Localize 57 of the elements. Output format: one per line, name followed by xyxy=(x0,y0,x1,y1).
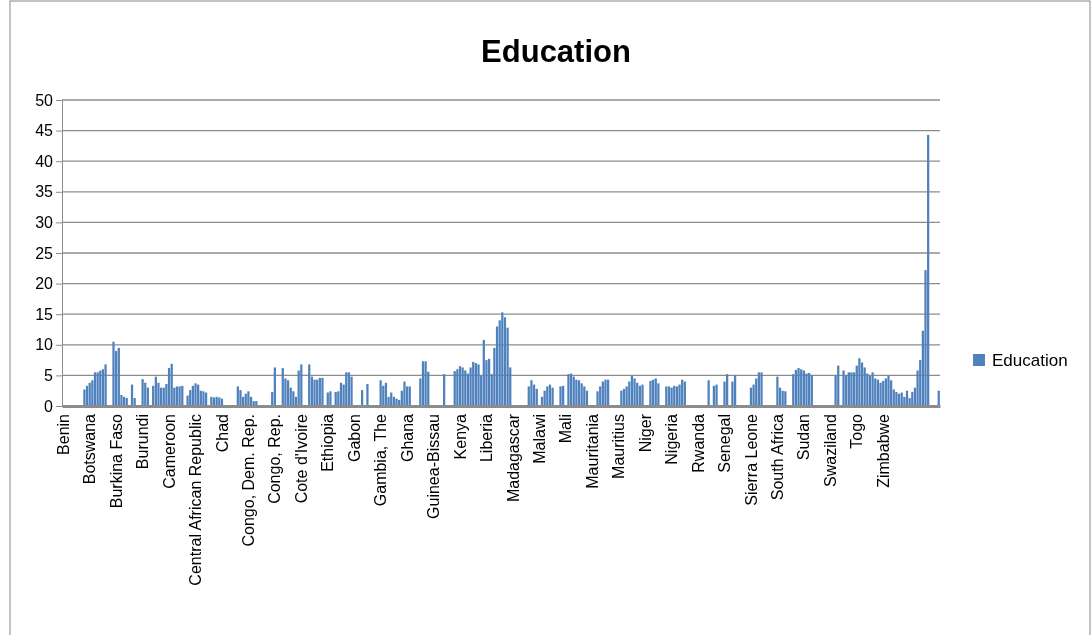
bar xyxy=(842,370,845,406)
x-tick-label: Mauritania xyxy=(583,413,601,489)
x-tick-label: Gabon xyxy=(345,414,363,463)
x-tick-label: Burundi xyxy=(134,414,152,470)
x-tick-label: Zimbabwe xyxy=(874,413,892,488)
x-tick-label: Congo, Dem. Rep. xyxy=(240,414,257,547)
x-tick-label: Benin xyxy=(54,414,72,455)
x-tick-label: Madagascar xyxy=(504,413,522,503)
y-tick-label: 25 xyxy=(35,244,54,262)
bar xyxy=(858,358,861,406)
x-tick-label: Burkina Faso xyxy=(107,413,125,509)
y-tick-label: 0 xyxy=(44,397,54,415)
x-tick-label: Rwanda xyxy=(689,413,707,473)
bar xyxy=(239,390,242,406)
y-tick-label: 5 xyxy=(44,367,54,385)
x-tick-label: Nigeria xyxy=(663,413,681,465)
y-tick-label: 45 xyxy=(35,122,54,140)
x-tick-label: Mali xyxy=(557,414,575,444)
x-tick-label: Niger xyxy=(636,413,654,453)
x-tick-label: Botswana xyxy=(81,413,99,485)
bar xyxy=(112,341,115,406)
y-tick-label: 30 xyxy=(35,214,54,232)
x-tick-label: Ethiopia xyxy=(319,413,337,472)
x-tick-label: Cote d'Ivoire xyxy=(292,413,310,504)
x-tick-label: Swaziland xyxy=(821,414,839,487)
x-tick-label: Malawi xyxy=(530,414,548,464)
bar xyxy=(530,380,533,406)
bar xyxy=(83,389,86,406)
bar xyxy=(871,372,874,406)
bar xyxy=(366,383,369,406)
x-tick-label: Gambia, The xyxy=(372,413,390,507)
x-tick-label: Mauritius xyxy=(610,414,628,479)
y-tick-label: 20 xyxy=(35,275,54,293)
x-tick-label: Congo, Rep. xyxy=(266,414,284,504)
x-tick-label: Ghana xyxy=(398,413,416,463)
x-tick-label: Kenya xyxy=(451,413,469,460)
x-tick-label: Togo xyxy=(848,413,866,449)
x-tick-label: Senegal xyxy=(716,414,734,473)
x-tick-label: South Africa xyxy=(769,413,786,501)
y-tick-label: 40 xyxy=(35,152,54,170)
y-tick-label: 50 xyxy=(35,91,54,109)
x-tick-label: Liberia xyxy=(478,413,496,463)
x-tick-label: Chad xyxy=(213,414,231,453)
legend-label: Education xyxy=(992,351,1068,370)
bar xyxy=(104,364,107,406)
y-tick-label: 35 xyxy=(35,183,54,201)
x-tick-label: Cameroon xyxy=(160,414,178,489)
y-tick-label: 10 xyxy=(35,336,54,354)
chart-title: Education xyxy=(481,34,631,69)
x-tick-label: Central African Republic xyxy=(187,414,205,586)
bar xyxy=(403,381,406,406)
x-tick-label: Sudan xyxy=(795,414,813,461)
bar xyxy=(350,376,353,406)
x-tick-label: Guinea-Bissau xyxy=(425,414,443,519)
y-tick-label: 15 xyxy=(35,305,54,323)
x-tick-label: Sierra Leone xyxy=(742,413,760,506)
bar xyxy=(776,376,779,406)
